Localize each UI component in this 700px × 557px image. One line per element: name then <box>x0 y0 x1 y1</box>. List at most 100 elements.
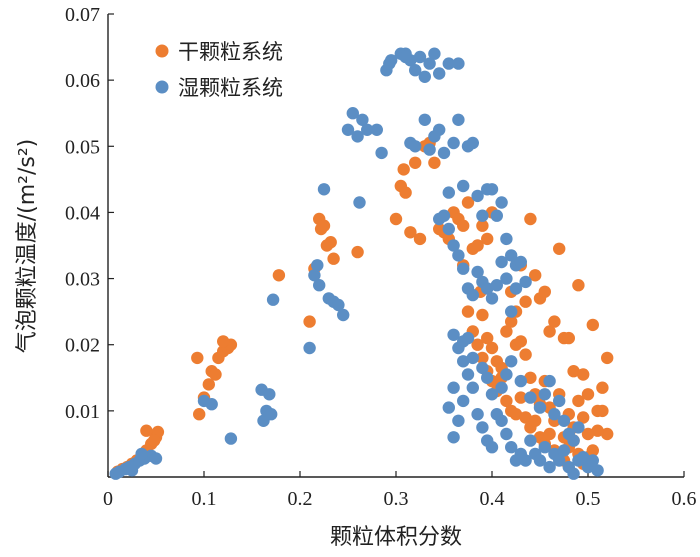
data-point <box>519 454 532 467</box>
data-point <box>149 452 163 465</box>
data-point <box>490 279 503 292</box>
data-point <box>485 183 499 196</box>
data-point <box>337 308 350 322</box>
data-point <box>581 388 595 401</box>
y-tick-label: 0.07 <box>65 4 100 26</box>
data-point <box>303 341 316 355</box>
data-point <box>324 236 337 249</box>
data-point <box>557 414 571 427</box>
data-point <box>476 308 489 322</box>
data-point <box>466 351 479 365</box>
legend-label-wet: 湿颗粒系统 <box>178 76 283 100</box>
data-point <box>457 219 470 232</box>
legend-marker-dry <box>155 44 169 58</box>
data-point <box>317 219 331 232</box>
data-point <box>385 54 398 67</box>
series-wet <box>109 47 604 480</box>
data-point <box>409 156 422 169</box>
data-point <box>524 212 537 226</box>
data-point <box>452 414 465 427</box>
data-point <box>500 325 513 338</box>
data-point <box>538 285 551 298</box>
data-point <box>485 292 499 305</box>
data-point <box>543 460 556 474</box>
data-point <box>577 451 590 464</box>
data-point <box>452 57 465 70</box>
data-point <box>538 441 551 454</box>
data-point <box>495 255 508 269</box>
data-point <box>519 411 532 424</box>
data-point <box>601 351 614 365</box>
data-point <box>567 365 580 378</box>
data-point <box>543 325 556 338</box>
data-point <box>202 378 215 391</box>
data-point <box>577 368 590 381</box>
data-point <box>524 391 537 404</box>
data-point <box>461 331 475 345</box>
data-point <box>481 282 494 295</box>
data-point <box>572 421 585 434</box>
data-point <box>586 454 599 467</box>
y-axis-title: 气泡颗粒温度/(m²/s²) <box>15 139 40 354</box>
data-point <box>423 57 436 70</box>
data-point <box>524 434 537 447</box>
data-point <box>529 269 542 282</box>
data-point <box>457 262 470 275</box>
data-point <box>601 427 614 441</box>
data-point <box>404 226 417 239</box>
data-point <box>447 381 460 394</box>
x-tick-label: 0.5 <box>576 488 601 510</box>
data-point <box>370 123 383 136</box>
data-point <box>263 388 276 401</box>
data-point <box>591 424 604 437</box>
series-dry <box>111 136 614 478</box>
data-point <box>490 209 503 222</box>
data-point <box>217 335 230 348</box>
legend-label-dry: 干颗粒系统 <box>178 40 283 64</box>
data-point <box>514 255 527 269</box>
x-ticks: 0 0.1 0.2 0.3 0.4 0.5 0.6 <box>103 471 697 510</box>
data-point <box>553 394 566 408</box>
series-layer <box>109 47 614 480</box>
data-point <box>514 374 527 388</box>
data-point <box>461 368 475 381</box>
data-point <box>543 374 556 388</box>
data-point <box>447 136 460 150</box>
data-point <box>577 411 590 424</box>
data-point <box>353 196 366 209</box>
data-point <box>447 239 460 252</box>
data-point <box>586 444 599 457</box>
data-point <box>476 361 489 375</box>
data-point <box>147 434 161 447</box>
data-point <box>447 328 460 341</box>
data-point <box>224 432 238 445</box>
data-point <box>529 414 542 427</box>
data-point <box>418 113 431 127</box>
data-point <box>572 394 585 408</box>
data-point <box>519 348 532 361</box>
data-point <box>572 279 585 292</box>
data-point <box>317 183 331 196</box>
data-point <box>533 454 547 467</box>
data-point <box>476 351 489 365</box>
data-point <box>500 394 513 408</box>
data-point <box>509 282 523 295</box>
data-point <box>562 331 575 345</box>
data-point <box>514 335 527 348</box>
data-point <box>437 209 451 222</box>
data-point <box>519 275 532 289</box>
data-point <box>433 67 446 80</box>
data-point <box>447 431 460 444</box>
data-point <box>485 441 499 454</box>
data-point <box>481 232 494 246</box>
data-point <box>356 113 369 127</box>
data-point <box>209 368 222 381</box>
y-tick-label: 0.05 <box>65 136 100 158</box>
data-point <box>471 239 484 252</box>
data-point <box>553 242 566 255</box>
data-point <box>341 123 355 136</box>
data-point <box>533 401 547 414</box>
data-point <box>311 259 324 272</box>
data-point <box>442 57 455 70</box>
data-point <box>452 113 465 127</box>
